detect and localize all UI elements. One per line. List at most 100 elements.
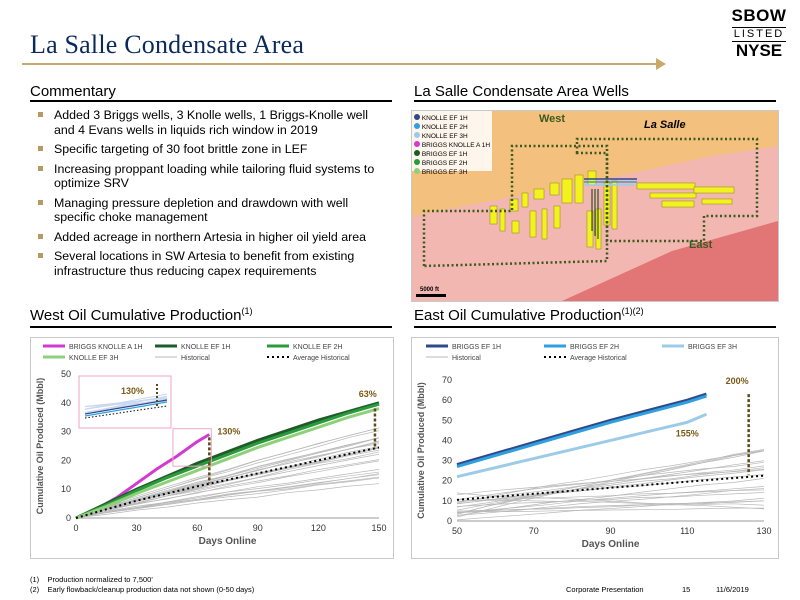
logo-divider-bottom [732, 41, 786, 42]
series-line-briggs-ef-2h [456, 394, 707, 469]
historical-series-line [456, 499, 765, 506]
map-legend-item: KNOLLE EF 2H [414, 123, 490, 132]
legend-label: BRIGGS EF 1H [452, 344, 501, 351]
x-tick-label: 110 [680, 526, 694, 536]
y-tick-label: 50 [442, 415, 452, 425]
historical-series-line [456, 469, 765, 508]
wells-map: KNOLLE EF 1H KNOLLE EF 2H KNOLLE EF 3H B… [411, 110, 779, 302]
east-chart-heading: East Oil Cumulative Production(1)(2) [414, 306, 644, 324]
inset-series-line [84, 401, 168, 417]
y-tick-label: 30 [61, 427, 71, 437]
y-tick-label: 20 [442, 476, 452, 486]
footer-page-number: 15 [682, 585, 691, 594]
list-item: Several locations in SW Artesia to benef… [36, 249, 392, 278]
series-line-average-historical [456, 474, 765, 501]
historical-series-line [456, 486, 765, 513]
map-legend-item: KNOLLE EF 3H [414, 132, 490, 141]
list-item: Added acreage in northern Artesia in hig… [36, 230, 392, 245]
y-tick-label: 70 [442, 375, 452, 385]
east-chart-svg: 0 10 20 30 40 50 60 70 50 70 90 110 130 Days Online Cu… [416, 344, 772, 550]
west-annotation-63: 63% [359, 389, 377, 399]
west-chart-heading: West Oil Cumulative Production(1) [30, 306, 253, 324]
page-title: La Salle Condensate Area [30, 30, 305, 59]
map-scale-label: 5000 ft [420, 287, 440, 293]
historical-series-line [75, 437, 380, 519]
west-annotation-130: 130% [217, 426, 240, 436]
historical-series-line [75, 476, 380, 518]
x-tick-label: 0 [73, 523, 78, 533]
title-rule [22, 63, 658, 65]
west-chart-heading-sup: (1) [241, 306, 253, 316]
historical-series-line [456, 492, 765, 507]
x-tick-label: 70 [529, 526, 539, 536]
y-tick-label: 50 [61, 369, 71, 379]
inset-series-line [84, 399, 168, 415]
commentary-list: Added 3 Briggs wells, 3 Knolle wells, 1 … [36, 108, 392, 283]
x-tick-label: 120 [311, 523, 326, 533]
historical-series-line [75, 451, 380, 519]
map-legend-item: BRIGGS EF 1H [414, 150, 490, 159]
commentary-rule [30, 100, 392, 102]
east-chart-heading-sup: (1)(2) [621, 306, 644, 316]
historical-series-line [456, 461, 765, 500]
historical-series-line [456, 467, 765, 505]
west-chart-box: 0 10 20 30 40 50 0 30 60 90 120 150 Days Online Cumul… [30, 337, 394, 559]
map-label-east: East [689, 239, 713, 251]
footer-label: Corporate Presentation [566, 585, 644, 594]
logo-line2: LISTED [733, 28, 785, 40]
x-tick-label: 50 [452, 526, 462, 536]
historical-series-line [75, 477, 380, 519]
east-annotation-155: 155% [676, 428, 699, 438]
historical-series-line [456, 450, 765, 504]
y-tick-label: 10 [442, 496, 452, 506]
historical-series-line [75, 459, 380, 518]
y-tick-label: 30 [442, 456, 452, 466]
inset-series-line [84, 396, 168, 410]
list-item: Increasing proppant loading while tailor… [36, 162, 392, 191]
y-axis-label: Cumulative Oil Produced (Mbbl) [35, 378, 45, 515]
west-chart-svg: 0 10 20 30 40 50 0 30 60 90 120 150 Days Online Cumul… [35, 344, 387, 547]
y-tick-label: 0 [447, 516, 452, 526]
y-tick-label: 20 [61, 455, 71, 465]
y-axis-label: Cumulative Oil Produced (Mbbl) [416, 382, 426, 519]
map-legend-item: BRIGGS KNOLLE A 1H [414, 141, 490, 150]
logo-divider-top [732, 27, 786, 28]
logo-line3: NYSE [735, 41, 783, 60]
footer-date: 11/6/2019 [716, 585, 749, 594]
historical-series-line [456, 500, 765, 513]
company-logo: SBOW LISTED NYSE [728, 6, 790, 61]
footnote-1: (1) Production normalized to 7,500' [30, 575, 153, 584]
x-tick-label: 60 [192, 523, 202, 533]
legend-label: Average Historical [570, 355, 627, 362]
highlight-box [172, 428, 212, 467]
commentary-heading: Commentary [30, 83, 116, 100]
historical-series-line [456, 497, 765, 521]
wells-map-svg [412, 111, 778, 301]
map-legend-item: KNOLLE EF 1H [414, 114, 490, 123]
logo-line1: SBOW [731, 6, 787, 25]
legend-label: KNOLLE EF 3H [69, 355, 118, 362]
y-tick-label: 10 [61, 484, 71, 494]
map-label-county: La Salle [644, 119, 686, 131]
title-arrow-icon [656, 58, 666, 70]
x-tick-label: 130 [756, 526, 771, 536]
x-tick-label: 150 [371, 523, 386, 533]
historical-series-line [75, 483, 380, 518]
inset-series-line [84, 397, 168, 407]
east-chart-rule [414, 326, 776, 328]
legend-label: KNOLLE EF 1H [181, 344, 230, 351]
historical-series-line [456, 468, 765, 496]
map-legend-item: BRIGGS EF 2H [414, 159, 490, 168]
legend-label: BRIGGS EF 2H [570, 344, 619, 351]
x-tick-label: 90 [253, 523, 263, 533]
x-axis-label: Days Online [582, 539, 640, 550]
historical-series-line [75, 474, 380, 518]
historical-series-line [75, 449, 380, 518]
legend-label: Average Historical [293, 355, 350, 362]
y-tick-label: 40 [442, 435, 452, 445]
series-line-briggs-ef-3h [456, 412, 708, 479]
list-item: Managing pressure depletion and drawdown… [36, 196, 392, 225]
series-line-average-historical [75, 446, 380, 519]
east-annotation-200: 200% [726, 376, 749, 386]
legend-label: Historical [452, 355, 481, 362]
